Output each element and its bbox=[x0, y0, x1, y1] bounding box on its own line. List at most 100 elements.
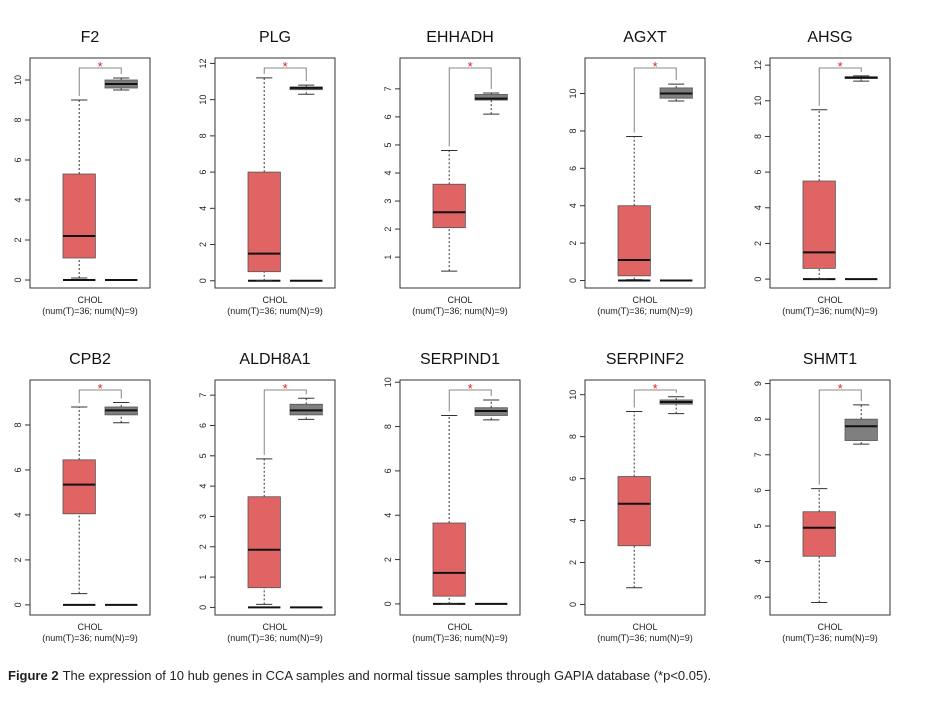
y-tick-label: 4 bbox=[568, 518, 578, 523]
significance-star: * bbox=[98, 59, 103, 74]
chart-title: SERPINF2 bbox=[606, 351, 684, 368]
y-tick-label: 2 bbox=[198, 242, 208, 247]
y-tick-label: 10 bbox=[198, 95, 208, 105]
caption: Figure 2 The expression of 10 hub genes i… bbox=[8, 668, 711, 683]
y-tick-label: 4 bbox=[198, 484, 208, 489]
y-tick-label: 2 bbox=[13, 237, 23, 242]
y-tick-label: 2 bbox=[568, 560, 578, 565]
plot-frame bbox=[769, 379, 891, 616]
chart-title: PLG bbox=[259, 29, 291, 46]
x-label: CHOL bbox=[262, 622, 287, 632]
chart-title: ALDH8A1 bbox=[239, 351, 310, 368]
y-tick-label: 10 bbox=[753, 96, 763, 106]
x-label: CHOL bbox=[77, 295, 102, 305]
y-tick-label: 4 bbox=[383, 513, 393, 518]
y-tick-label: 8 bbox=[13, 117, 23, 122]
x-label: CHOL bbox=[817, 622, 842, 632]
significance-star: * bbox=[653, 381, 658, 396]
significance-bracket bbox=[263, 389, 307, 455]
significance-bracket bbox=[818, 67, 862, 106]
chart-title: SERPIND1 bbox=[420, 351, 500, 368]
y-tick-label: 4 bbox=[13, 197, 23, 202]
box bbox=[474, 94, 508, 101]
box bbox=[844, 418, 878, 441]
plot-frame bbox=[29, 57, 151, 289]
y-tick-label: 5 bbox=[753, 523, 763, 528]
y-tick-label: 2 bbox=[383, 227, 393, 232]
plot-frame bbox=[399, 379, 521, 616]
y-tick-label: 4 bbox=[198, 206, 208, 211]
y-tick-label: 0 bbox=[13, 602, 23, 607]
x-sublabel: (num(T)=36; num(N)=9) bbox=[42, 633, 138, 643]
y-tick-label: 9 bbox=[753, 381, 763, 386]
significance-bracket bbox=[78, 389, 122, 403]
x-sublabel: (num(T)=36; num(N)=9) bbox=[782, 306, 878, 316]
x-sublabel: (num(T)=36; num(N)=9) bbox=[227, 633, 323, 643]
x-label: CHOL bbox=[632, 622, 657, 632]
y-tick-label: 0 bbox=[383, 601, 393, 606]
y-tick-label: 2 bbox=[568, 241, 578, 246]
y-tick-label: 7 bbox=[753, 452, 763, 457]
y-tick-label: 12 bbox=[753, 60, 763, 70]
y-tick-label: 8 bbox=[568, 128, 578, 133]
y-tick-label: 8 bbox=[383, 424, 393, 429]
x-sublabel: (num(T)=36; num(N)=9) bbox=[42, 306, 138, 316]
y-tick-label: 5 bbox=[198, 453, 208, 458]
box bbox=[247, 496, 281, 589]
box bbox=[802, 180, 836, 269]
y-tick-label: 6 bbox=[13, 157, 23, 162]
chart-title: AHSG bbox=[807, 29, 852, 46]
y-tick-label: 0 bbox=[568, 278, 578, 283]
y-tick-label: 1 bbox=[383, 255, 393, 260]
y-tick-label: 0 bbox=[198, 605, 208, 610]
y-tick-label: 1 bbox=[198, 575, 208, 580]
y-tick-label: 3 bbox=[753, 595, 763, 600]
significance-bracket bbox=[818, 389, 862, 485]
x-label: CHOL bbox=[77, 622, 102, 632]
y-tick-label: 6 bbox=[568, 476, 578, 481]
significance-bracket bbox=[633, 389, 677, 408]
significance-bracket bbox=[448, 389, 492, 412]
plot-frame bbox=[214, 379, 336, 616]
significance-star: * bbox=[838, 59, 843, 74]
y-tick-label: 2 bbox=[13, 557, 23, 562]
significance-star: * bbox=[468, 59, 473, 74]
y-tick-label: 6 bbox=[13, 467, 23, 472]
box bbox=[432, 522, 466, 597]
y-tick-label: 4 bbox=[753, 559, 763, 564]
y-tick-label: 10 bbox=[383, 377, 393, 387]
chart-title: SHMT1 bbox=[803, 351, 857, 368]
box bbox=[802, 511, 836, 557]
significance-bracket bbox=[263, 67, 307, 82]
y-tick-label: 6 bbox=[198, 170, 208, 175]
box bbox=[62, 459, 96, 515]
x-label: CHOL bbox=[262, 295, 287, 305]
significance-star: * bbox=[98, 381, 103, 396]
chart-title: F2 bbox=[81, 29, 100, 46]
x-sublabel: (num(T)=36; num(N)=9) bbox=[782, 633, 878, 643]
y-tick-label: 6 bbox=[568, 166, 578, 171]
chart-title: EHHADH bbox=[426, 29, 494, 46]
y-tick-label: 4 bbox=[568, 203, 578, 208]
y-tick-label: 2 bbox=[753, 241, 763, 246]
caption-text: The expression of 10 hub genes in CCA sa… bbox=[62, 668, 712, 683]
box bbox=[617, 205, 651, 277]
x-sublabel: (num(T)=36; num(N)=9) bbox=[412, 633, 508, 643]
significance-star: * bbox=[838, 381, 843, 396]
x-label: CHOL bbox=[817, 295, 842, 305]
y-tick-label: 6 bbox=[753, 488, 763, 493]
y-tick-label: 10 bbox=[13, 75, 23, 85]
x-sublabel: (num(T)=36; num(N)=9) bbox=[227, 306, 323, 316]
significance-bracket bbox=[633, 67, 677, 133]
y-tick-label: 3 bbox=[383, 199, 393, 204]
x-sublabel: (num(T)=36; num(N)=9) bbox=[597, 633, 693, 643]
x-label: CHOL bbox=[447, 295, 472, 305]
y-tick-label: 8 bbox=[198, 133, 208, 138]
y-tick-label: 10 bbox=[568, 390, 578, 400]
y-tick-label: 5 bbox=[383, 142, 393, 147]
y-tick-label: 0 bbox=[198, 278, 208, 283]
box bbox=[617, 476, 651, 547]
